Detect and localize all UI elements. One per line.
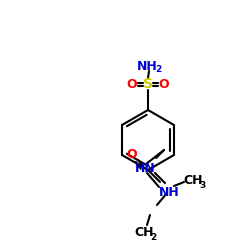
Text: CH: CH [134, 226, 154, 238]
Text: 3: 3 [199, 180, 205, 190]
Text: CH: CH [183, 174, 203, 186]
Text: HN: HN [134, 162, 156, 174]
Text: O: O [127, 148, 137, 160]
Text: 2: 2 [155, 66, 161, 74]
Text: NH: NH [159, 186, 180, 198]
Text: O: O [127, 78, 137, 90]
Text: 2: 2 [150, 232, 156, 241]
Text: O: O [159, 78, 169, 90]
Text: S: S [143, 77, 153, 91]
Text: NH: NH [136, 60, 158, 72]
